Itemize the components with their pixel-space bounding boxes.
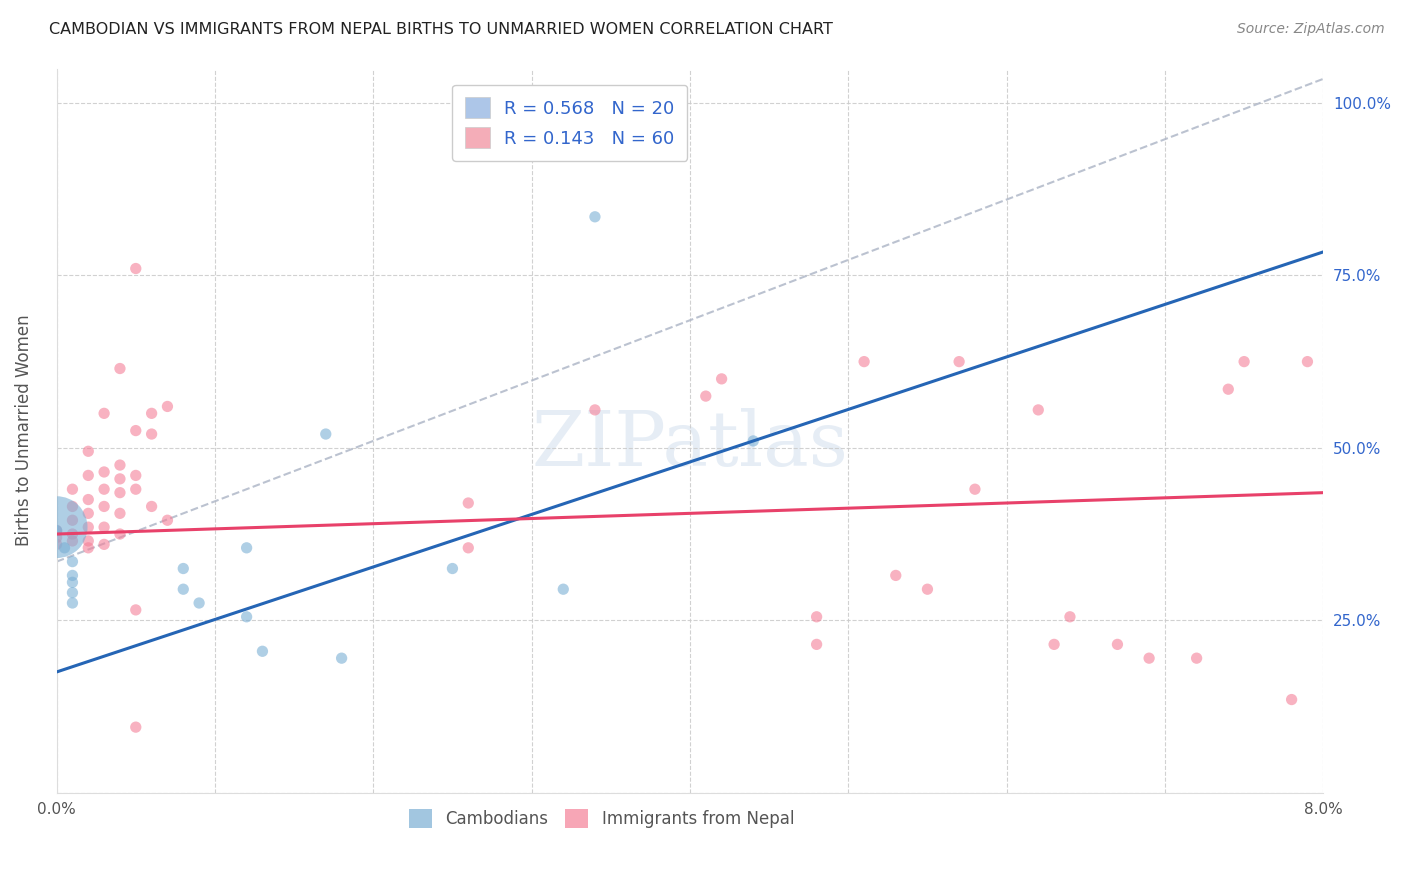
Point: [917, 582, 939, 597]
Point: [330, 651, 353, 665]
Point: [695, 389, 717, 403]
Point: [1043, 637, 1066, 651]
Point: [315, 427, 337, 442]
Point: [125, 720, 148, 734]
Point: [1026, 403, 1049, 417]
Point: [583, 403, 606, 417]
Point: [948, 354, 970, 368]
Text: Source: ZipAtlas.com: Source: ZipAtlas.com: [1237, 22, 1385, 37]
Point: [62, 500, 84, 514]
Point: [742, 434, 765, 448]
Point: [108, 506, 131, 520]
Text: ZIPatlas: ZIPatlas: [531, 408, 848, 482]
Point: [62, 513, 84, 527]
Point: [235, 609, 257, 624]
Point: [141, 500, 163, 514]
Point: [62, 482, 84, 496]
Point: [77, 520, 100, 534]
Point: [553, 582, 575, 597]
Point: [1296, 354, 1319, 368]
Point: [963, 482, 986, 496]
Point: [93, 537, 115, 551]
Point: [441, 561, 464, 575]
Point: [125, 424, 148, 438]
Point: [806, 609, 828, 624]
Point: [1185, 651, 1208, 665]
Point: [108, 361, 131, 376]
Point: [853, 354, 876, 368]
Point: [125, 261, 148, 276]
Point: [806, 637, 828, 651]
Point: [1107, 637, 1129, 651]
Point: [188, 596, 211, 610]
Point: [108, 527, 131, 541]
Point: [172, 561, 194, 575]
Point: [45, 524, 67, 538]
Text: CAMBODIAN VS IMMIGRANTS FROM NEPAL BIRTHS TO UNMARRIED WOMEN CORRELATION CHART: CAMBODIAN VS IMMIGRANTS FROM NEPAL BIRTH…: [49, 22, 834, 37]
Point: [141, 406, 163, 420]
Point: [93, 465, 115, 479]
Point: [93, 520, 115, 534]
Point: [77, 533, 100, 548]
Point: [53, 541, 76, 555]
Point: [141, 427, 163, 442]
Point: [62, 527, 84, 541]
Point: [156, 513, 179, 527]
Point: [172, 582, 194, 597]
Point: [62, 585, 84, 599]
Point: [62, 575, 84, 590]
Point: [1281, 692, 1303, 706]
Point: [125, 468, 148, 483]
Point: [77, 468, 100, 483]
Point: [45, 524, 67, 538]
Point: [1059, 609, 1081, 624]
Point: [62, 555, 84, 569]
Point: [1233, 354, 1256, 368]
Point: [45, 537, 67, 551]
Point: [77, 492, 100, 507]
Y-axis label: Births to Unmarried Women: Births to Unmarried Women: [15, 315, 32, 547]
Point: [77, 541, 100, 555]
Point: [93, 482, 115, 496]
Point: [77, 444, 100, 458]
Point: [884, 568, 907, 582]
Point: [125, 603, 148, 617]
Point: [1137, 651, 1160, 665]
Point: [108, 458, 131, 472]
Point: [45, 520, 67, 534]
Point: [62, 568, 84, 582]
Point: [62, 596, 84, 610]
Legend: Cambodians, Immigrants from Nepal: Cambodians, Immigrants from Nepal: [402, 803, 800, 835]
Point: [108, 472, 131, 486]
Point: [93, 406, 115, 420]
Point: [125, 482, 148, 496]
Point: [77, 506, 100, 520]
Point: [108, 485, 131, 500]
Point: [252, 644, 274, 658]
Point: [156, 400, 179, 414]
Point: [93, 500, 115, 514]
Point: [1218, 382, 1240, 396]
Point: [710, 372, 733, 386]
Point: [457, 496, 479, 510]
Point: [583, 210, 606, 224]
Point: [62, 533, 84, 548]
Point: [45, 531, 67, 545]
Point: [457, 541, 479, 555]
Point: [235, 541, 257, 555]
